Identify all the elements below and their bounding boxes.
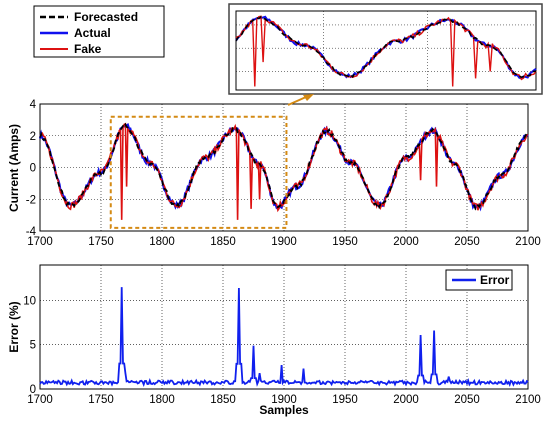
top-xtick-label: 1850 <box>210 236 236 248</box>
zoom-arrowhead <box>303 94 314 101</box>
error-series-line <box>39 287 529 388</box>
top-ytick-label: 4 <box>30 99 37 111</box>
bottom-xtick-label: 1800 <box>149 394 175 406</box>
zoom-arrow <box>287 96 307 106</box>
bottom-ytick-label: 0 <box>30 384 36 396</box>
top-ylabel: Current (Amps) <box>7 124 21 212</box>
bottom-xtick-label: 2050 <box>454 394 480 406</box>
bottom-series <box>39 287 529 388</box>
legend-fake-label: Fake <box>74 42 102 56</box>
bottom-xtick-label: 1750 <box>88 394 114 406</box>
top-ytick-label: 0 <box>30 163 36 175</box>
legend-forecasted-label: Forecasted <box>74 10 138 24</box>
inset-forecasted-line <box>235 15 536 79</box>
bottom-xtick-label: 1850 <box>210 394 236 406</box>
top-ytick-label: -4 <box>26 226 37 238</box>
top-xtick-label: 1700 <box>27 236 53 248</box>
top-series <box>38 122 529 220</box>
inset-series <box>235 15 537 87</box>
bottom-plot: 1700 1750 1800 1850 1900 1950 2000 2050 2100 10 5 0… <box>7 264 541 417</box>
bottom-xtick-label: 2100 <box>515 394 541 406</box>
bottom-xtick-label: 1700 <box>27 394 53 406</box>
bottom-ytick-label: 10 <box>23 295 36 307</box>
bottom-ylabel: Error (%) <box>7 301 21 352</box>
legend-error-label: Error <box>480 273 510 287</box>
forecasted-series-line <box>39 122 529 211</box>
bottom-ytick-label: 5 <box>30 340 36 352</box>
inset-zoom-panel <box>228 3 543 95</box>
top-xtick-label: 1750 <box>88 236 114 248</box>
top-xtick-label: 2050 <box>454 236 480 248</box>
main-legend: Forecasted Actual Fake <box>33 5 165 58</box>
top-xtick-label: 1950 <box>332 236 358 248</box>
top-xtick-label: 1800 <box>149 236 175 248</box>
top-ytick-label: -2 <box>26 194 36 206</box>
bottom-xtick-label: 1950 <box>332 394 358 406</box>
top-tick-labels: 1700 1750 1800 1850 1900 1950 2000 2050 2100 4 2 0 -… <box>26 99 541 248</box>
top-ytick-label: 2 <box>30 131 36 143</box>
bottom-xlabel: Samples <box>259 403 309 417</box>
top-xtick-label: 2100 <box>515 236 541 248</box>
bottom-xtick-label: 1900 <box>271 394 297 406</box>
top-plot: 1700 1750 1800 1850 1900 1950 2000 2050 2100 4 2 0 -… <box>7 94 541 248</box>
top-xtick-label: 2000 <box>393 236 419 248</box>
zoom-highlight-box <box>109 115 288 229</box>
error-legend: Error <box>445 269 513 291</box>
bottom-tick-labels: 1700 1750 1800 1850 1900 1950 2000 2050 2100 10 5 0 <box>23 295 541 406</box>
top-xtick-label: 1900 <box>271 236 297 248</box>
bottom-xtick-label: 2000 <box>393 394 419 406</box>
inset-fake-line <box>235 15 537 87</box>
legend-actual-label: Actual <box>74 26 111 40</box>
